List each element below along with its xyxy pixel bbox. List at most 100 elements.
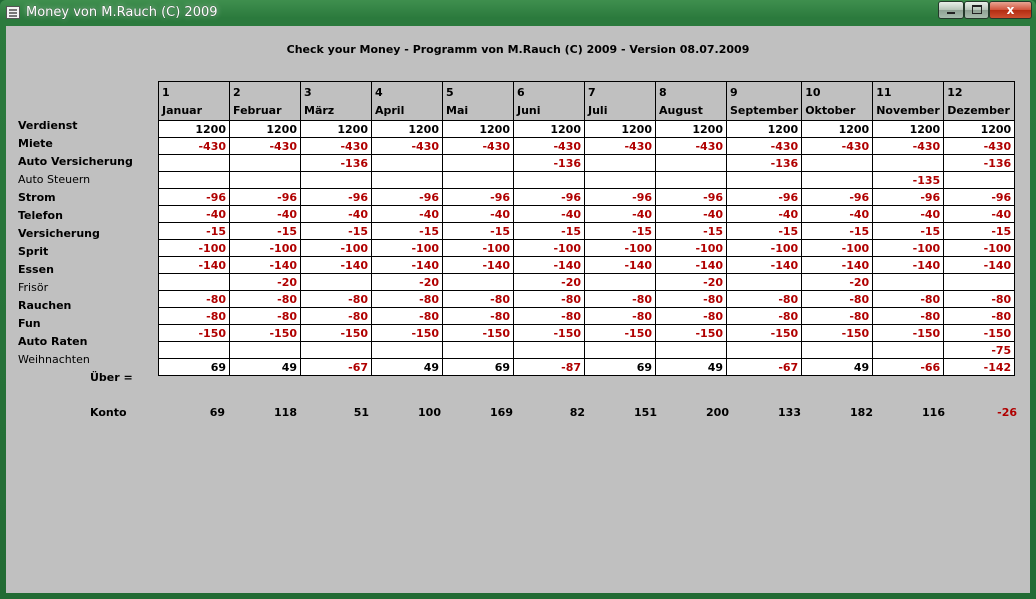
value-cell[interactable]: 1200 bbox=[801, 120, 874, 138]
value-cell[interactable]: -100 bbox=[442, 239, 514, 257]
value-cell[interactable]: -67 bbox=[300, 358, 372, 376]
value-cell[interactable] bbox=[655, 154, 727, 172]
value-cell[interactable]: -40 bbox=[300, 205, 372, 223]
value-cell[interactable]: -140 bbox=[655, 256, 727, 274]
value-cell[interactable]: -96 bbox=[300, 188, 372, 206]
value-cell[interactable]: -80 bbox=[872, 307, 945, 325]
value-cell[interactable]: -40 bbox=[655, 205, 727, 223]
value-cell[interactable]: -150 bbox=[442, 324, 514, 342]
value-cell[interactable]: -430 bbox=[300, 137, 372, 155]
value-cell[interactable]: -150 bbox=[655, 324, 727, 342]
value-cell[interactable] bbox=[229, 171, 301, 189]
value-cell[interactable] bbox=[943, 171, 1016, 189]
value-cell[interactable]: 1200 bbox=[513, 120, 585, 138]
value-cell[interactable] bbox=[872, 341, 945, 359]
value-cell[interactable]: -430 bbox=[801, 137, 874, 155]
close-button[interactable]: x bbox=[989, 1, 1032, 19]
value-cell[interactable]: -140 bbox=[300, 256, 372, 274]
value-cell[interactable]: -80 bbox=[158, 307, 230, 325]
value-cell[interactable] bbox=[655, 341, 727, 359]
value-cell[interactable]: -80 bbox=[371, 307, 443, 325]
value-cell[interactable]: -100 bbox=[725, 239, 803, 257]
value-cell[interactable] bbox=[158, 154, 230, 172]
value-cell[interactable]: -15 bbox=[801, 222, 874, 240]
value-cell[interactable]: -80 bbox=[300, 307, 372, 325]
value-cell[interactable]: -150 bbox=[872, 324, 945, 342]
value-cell[interactable] bbox=[655, 171, 727, 189]
value-cell[interactable]: -96 bbox=[872, 188, 945, 206]
value-cell[interactable] bbox=[229, 154, 301, 172]
value-cell[interactable]: 1200 bbox=[158, 120, 230, 138]
value-cell[interactable]: -430 bbox=[158, 137, 230, 155]
value-cell[interactable]: -136 bbox=[943, 154, 1016, 172]
value-cell[interactable]: -150 bbox=[371, 324, 443, 342]
value-cell[interactable]: -20 bbox=[229, 273, 301, 291]
value-cell[interactable]: -140 bbox=[725, 256, 803, 274]
value-cell[interactable]: -40 bbox=[584, 205, 656, 223]
value-cell[interactable]: -40 bbox=[943, 205, 1016, 223]
value-cell[interactable] bbox=[229, 341, 301, 359]
value-cell[interactable]: -100 bbox=[513, 239, 585, 257]
value-cell[interactable]: -40 bbox=[513, 205, 585, 223]
value-cell[interactable]: -100 bbox=[872, 239, 945, 257]
value-cell[interactable]: -430 bbox=[442, 137, 514, 155]
value-cell[interactable] bbox=[442, 341, 514, 359]
value-cell[interactable] bbox=[371, 171, 443, 189]
value-cell[interactable] bbox=[801, 171, 874, 189]
value-cell[interactable]: 1200 bbox=[872, 120, 945, 138]
value-cell[interactable] bbox=[442, 154, 514, 172]
maximize-button[interactable] bbox=[964, 1, 989, 19]
value-cell[interactable]: -80 bbox=[655, 307, 727, 325]
value-cell[interactable]: -430 bbox=[655, 137, 727, 155]
value-cell[interactable]: -15 bbox=[725, 222, 803, 240]
value-cell[interactable] bbox=[872, 273, 945, 291]
value-cell[interactable]: -140 bbox=[801, 256, 874, 274]
value-cell[interactable]: -142 bbox=[943, 358, 1016, 376]
value-cell[interactable]: 1200 bbox=[229, 120, 301, 138]
value-cell[interactable]: -430 bbox=[371, 137, 443, 155]
value-cell[interactable] bbox=[300, 273, 372, 291]
value-cell[interactable]: -80 bbox=[872, 290, 945, 308]
value-cell[interactable]: -96 bbox=[801, 188, 874, 206]
value-cell[interactable]: -140 bbox=[158, 256, 230, 274]
value-cell[interactable] bbox=[584, 154, 656, 172]
value-cell[interactable]: 1200 bbox=[943, 120, 1016, 138]
value-cell[interactable] bbox=[513, 341, 585, 359]
value-cell[interactable]: -80 bbox=[300, 290, 372, 308]
value-cell[interactable]: -100 bbox=[801, 239, 874, 257]
value-cell[interactable]: -140 bbox=[872, 256, 945, 274]
value-cell[interactable]: -100 bbox=[655, 239, 727, 257]
value-cell[interactable]: -96 bbox=[158, 188, 230, 206]
value-cell[interactable]: -100 bbox=[371, 239, 443, 257]
value-cell[interactable]: -75 bbox=[943, 341, 1016, 359]
value-cell[interactable]: -150 bbox=[300, 324, 372, 342]
value-cell[interactable] bbox=[513, 171, 585, 189]
value-cell[interactable]: -150 bbox=[229, 324, 301, 342]
value-cell[interactable]: -40 bbox=[872, 205, 945, 223]
value-cell[interactable]: -150 bbox=[158, 324, 230, 342]
value-cell[interactable]: 1200 bbox=[300, 120, 372, 138]
value-cell[interactable]: -136 bbox=[300, 154, 372, 172]
value-cell[interactable]: -15 bbox=[943, 222, 1016, 240]
value-cell[interactable]: -80 bbox=[229, 290, 301, 308]
value-cell[interactable] bbox=[584, 341, 656, 359]
value-cell[interactable] bbox=[442, 171, 514, 189]
value-cell[interactable]: -100 bbox=[229, 239, 301, 257]
value-cell[interactable]: 49 bbox=[801, 358, 874, 376]
value-cell[interactable]: -80 bbox=[725, 307, 803, 325]
value-cell[interactable]: 1200 bbox=[371, 120, 443, 138]
value-cell[interactable]: -15 bbox=[371, 222, 443, 240]
value-cell[interactable]: -150 bbox=[513, 324, 585, 342]
value-cell[interactable] bbox=[725, 171, 803, 189]
value-cell[interactable]: 49 bbox=[371, 358, 443, 376]
value-cell[interactable]: -80 bbox=[801, 307, 874, 325]
value-cell[interactable]: -80 bbox=[371, 290, 443, 308]
value-cell[interactable] bbox=[371, 154, 443, 172]
value-cell[interactable]: -100 bbox=[943, 239, 1016, 257]
value-cell[interactable] bbox=[872, 154, 945, 172]
value-cell[interactable]: -140 bbox=[513, 256, 585, 274]
value-cell[interactable]: -15 bbox=[655, 222, 727, 240]
value-cell[interactable]: -15 bbox=[872, 222, 945, 240]
value-cell[interactable]: -40 bbox=[801, 205, 874, 223]
value-cell[interactable]: -140 bbox=[943, 256, 1016, 274]
